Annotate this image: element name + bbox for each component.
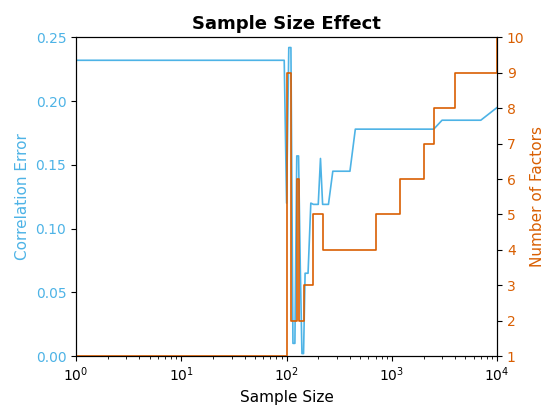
- X-axis label: Sample Size: Sample Size: [240, 390, 334, 405]
- Title: Sample Size Effect: Sample Size Effect: [192, 15, 381, 33]
- Y-axis label: Number of Factors: Number of Factors: [530, 126, 545, 267]
- Y-axis label: Correlation Error: Correlation Error: [15, 133, 30, 260]
